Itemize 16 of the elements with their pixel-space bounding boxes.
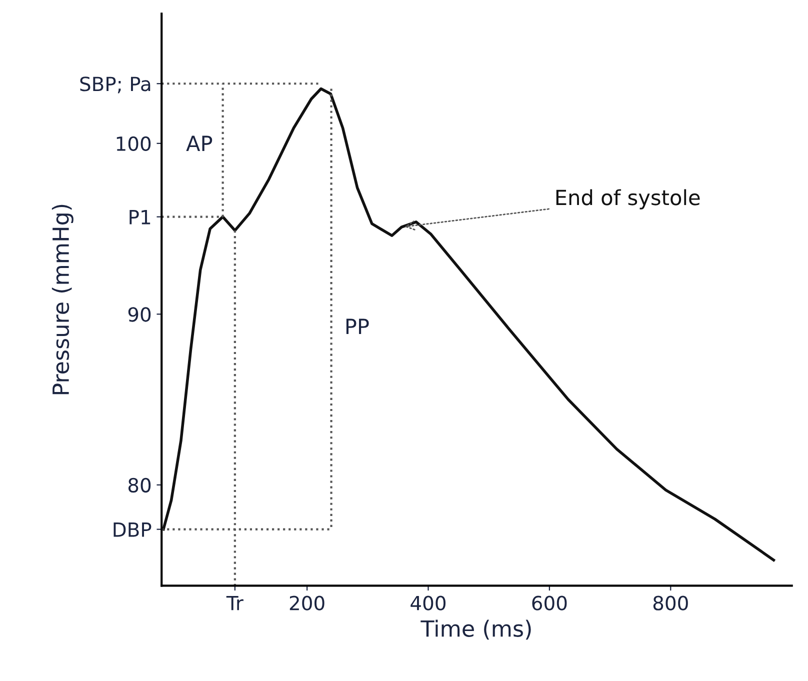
y-tick-label: DBP [114, 522, 152, 537]
annotation: PP [346, 318, 369, 334]
y-tick-label: 80 [128, 478, 151, 493]
annotation: End of systole [556, 189, 700, 210]
annotation: AP [186, 136, 212, 151]
x-axis-title: Time (ms) [420, 620, 531, 640]
x-tick-label: Tr [226, 596, 244, 610]
y-tick-label: 100 [116, 136, 151, 152]
y-tick-label: SBP; Pa [80, 76, 150, 94]
x-tick-label: 600 [532, 596, 567, 610]
y-tick-label: P1 [130, 210, 150, 224]
x-tick-label: 200 [290, 596, 324, 610]
y-axis-title: Pressure (mmHg) [52, 204, 74, 394]
x-tick-label: 400 [410, 596, 446, 610]
y-tick-label: 90 [128, 307, 151, 322]
x-tick-label: 800 [653, 596, 688, 610]
